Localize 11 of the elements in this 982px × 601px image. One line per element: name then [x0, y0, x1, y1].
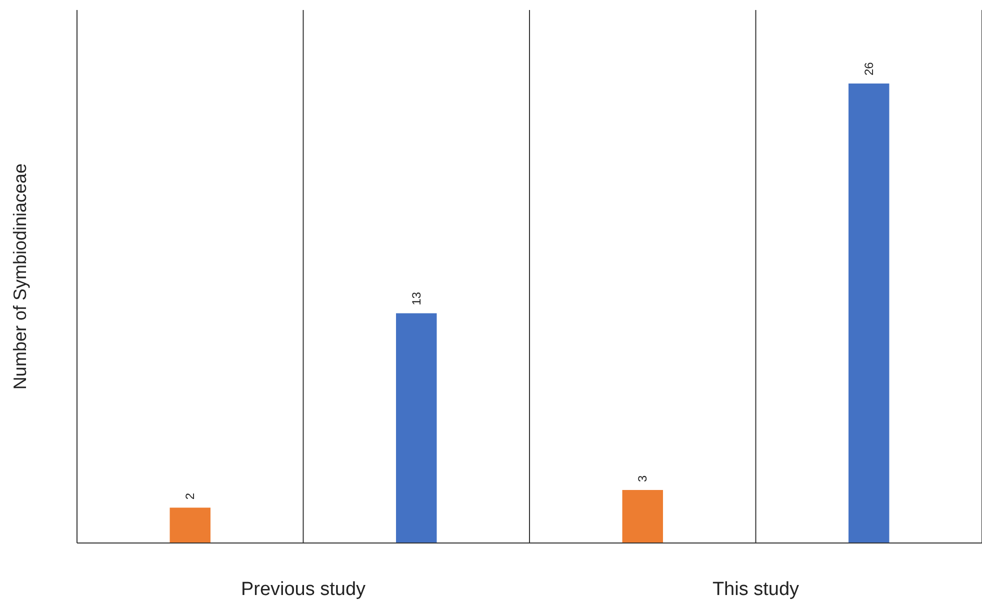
bar [622, 490, 663, 543]
bar [170, 508, 210, 543]
bar [848, 84, 890, 543]
bar [396, 313, 437, 543]
data-label: 2 [183, 492, 198, 500]
data-label: 13 [409, 292, 424, 306]
x-tick-label: Previous study [240, 579, 366, 600]
x-tick-label: This study [712, 579, 800, 600]
y-axis-title: Number of Symbiodiniaceae [10, 163, 30, 390]
data-label: 3 [636, 474, 650, 482]
data-label: 26 [862, 62, 876, 76]
